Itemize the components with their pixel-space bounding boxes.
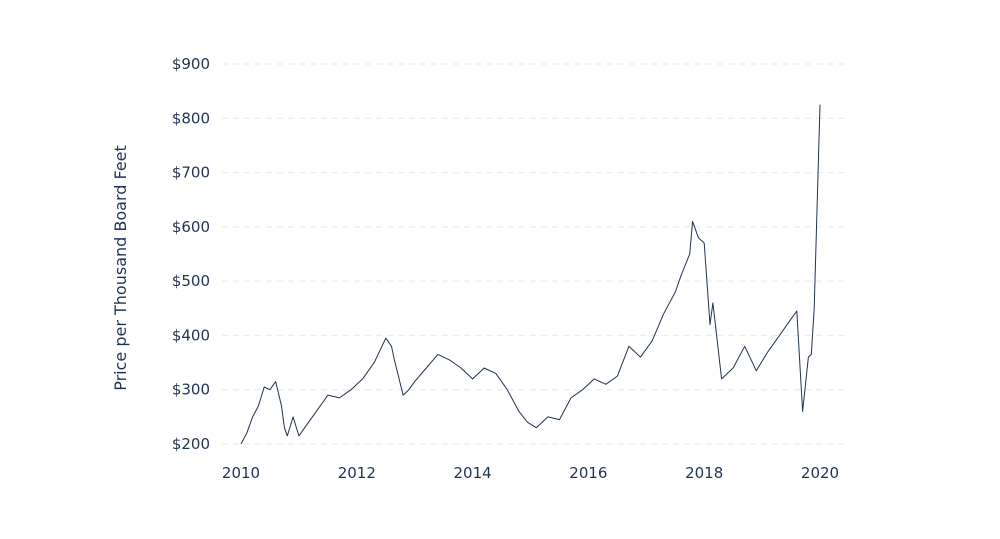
x-axis-ticks: 2010 2012 2014 2016 2018 2020 — [222, 464, 839, 482]
y-tick-label: $300 — [172, 381, 210, 399]
x-tick-label: 2012 — [338, 464, 376, 482]
y-axis-ticks: $200 $300 $400 $500 $600 $700 $800 $900 — [172, 55, 210, 453]
x-tick-label: 2020 — [801, 464, 839, 482]
y-axis-title: Price per Thousand Board Feet — [111, 145, 130, 391]
y-tick-label: $500 — [172, 272, 210, 290]
y-tick-label: $400 — [172, 326, 210, 344]
y-tick-label: $600 — [172, 218, 210, 236]
x-tick-label: 2018 — [685, 464, 723, 482]
x-tick-label: 2016 — [569, 464, 607, 482]
series-line — [240, 104, 821, 445]
y-tick-label: $900 — [172, 55, 210, 73]
gridlines — [222, 63, 848, 445]
series-layer — [240, 104, 821, 445]
y-tick-label: $700 — [172, 164, 210, 182]
x-tick-label: 2010 — [222, 464, 260, 482]
y-tick-label: $800 — [172, 109, 210, 127]
x-tick-label: 2014 — [454, 464, 492, 482]
y-tick-label: $200 — [172, 435, 210, 453]
